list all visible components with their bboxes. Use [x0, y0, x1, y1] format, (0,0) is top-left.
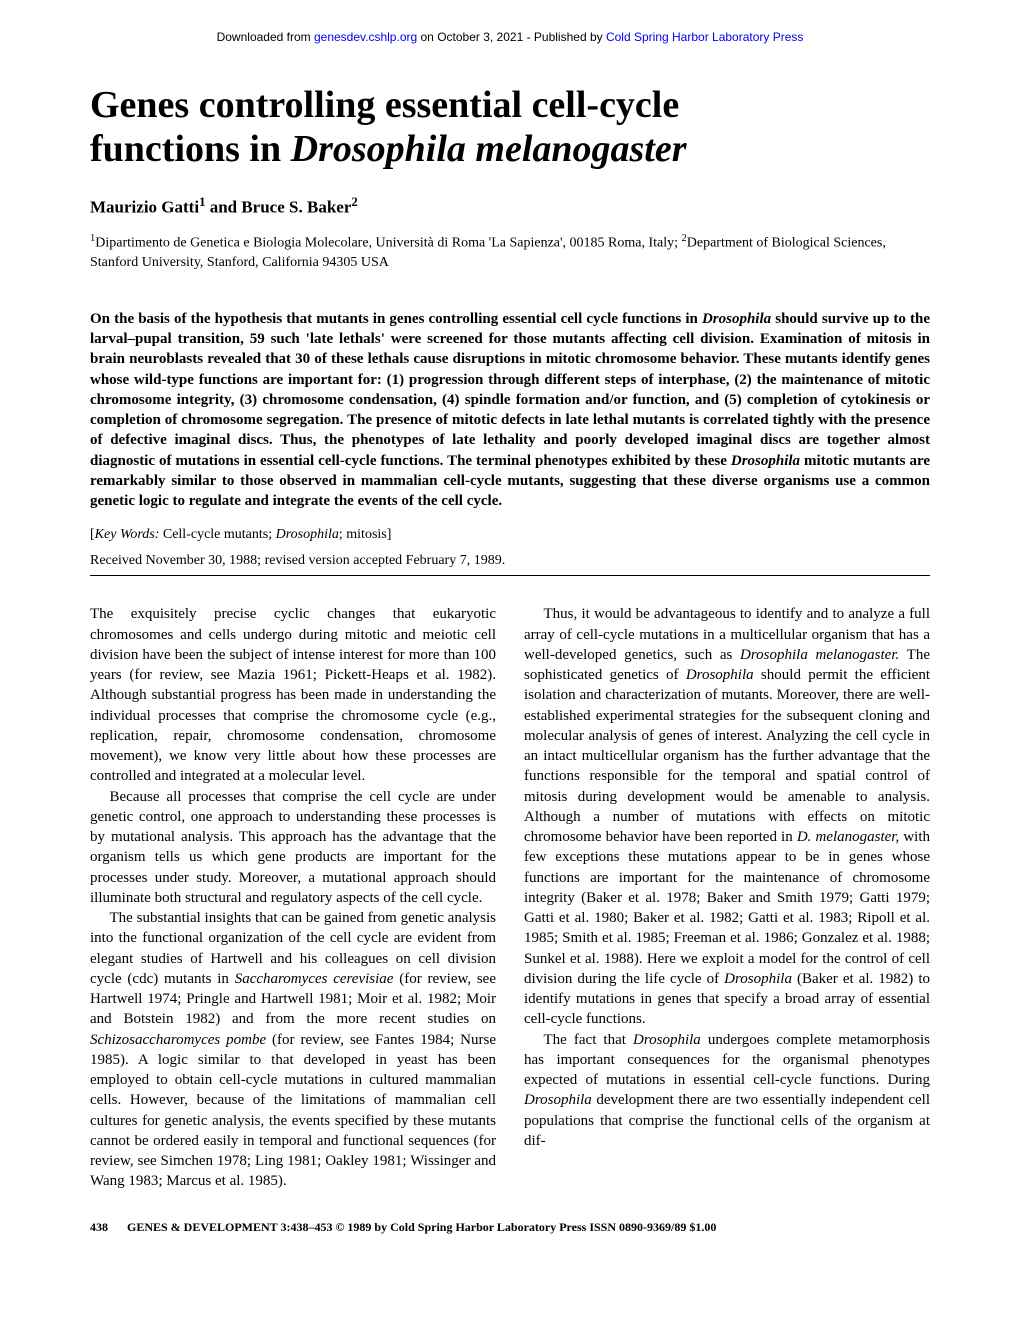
download-link-publisher[interactable]: Cold Spring Harbor Laboratory Press — [606, 30, 803, 44]
journal-citation: GENES & DEVELOPMENT 3:438–453 © 1989 by … — [127, 1220, 716, 1234]
download-banner: Downloaded from genesdev.cshlp.org on Oc… — [90, 30, 930, 84]
abstract: On the basis of the hypothesis that muta… — [90, 309, 930, 512]
received-date: Received November 30, 1988; revised vers… — [90, 553, 930, 569]
body-paragraph: The exquisitely precise cyclic changes t… — [90, 604, 496, 786]
key-words: [Key Words: Cell-cycle mutants; Drosophi… — [90, 527, 930, 543]
body-paragraph: The fact that Drosophila undergoes compl… — [524, 1030, 930, 1152]
article-title: Genes controlling essential cell-cycle f… — [90, 84, 930, 171]
title-line-2: functions in — [90, 128, 291, 170]
page-number: 438 — [90, 1220, 108, 1234]
download-link-source[interactable]: genesdev.cshlp.org — [314, 30, 417, 44]
page-footer: 438 GENES & DEVELOPMENT 3:438–453 © 1989… — [90, 1220, 930, 1235]
body-paragraph: Thus, it would be advantageous to identi… — [524, 604, 930, 1029]
title-line-1: Genes controlling essential cell-cycle — [90, 84, 679, 126]
download-middle: on October 3, 2021 - Published by — [417, 30, 606, 44]
body-text: The exquisitely precise cyclic changes t… — [90, 604, 930, 1191]
section-divider — [90, 575, 930, 576]
download-prefix: Downloaded from — [217, 30, 314, 44]
authors: Maurizio Gatti1 and Bruce S. Baker2 — [90, 195, 930, 218]
body-paragraph: The substantial insights that can be gai… — [90, 908, 496, 1192]
affiliations: 1Dipartimento de Genetica e Biologia Mol… — [90, 232, 930, 273]
body-paragraph: Because all processes that comprise the … — [90, 787, 496, 909]
title-italic: Drosophila melanogaster — [291, 128, 687, 170]
page-container: Downloaded from genesdev.cshlp.org on Oc… — [0, 0, 1020, 1275]
